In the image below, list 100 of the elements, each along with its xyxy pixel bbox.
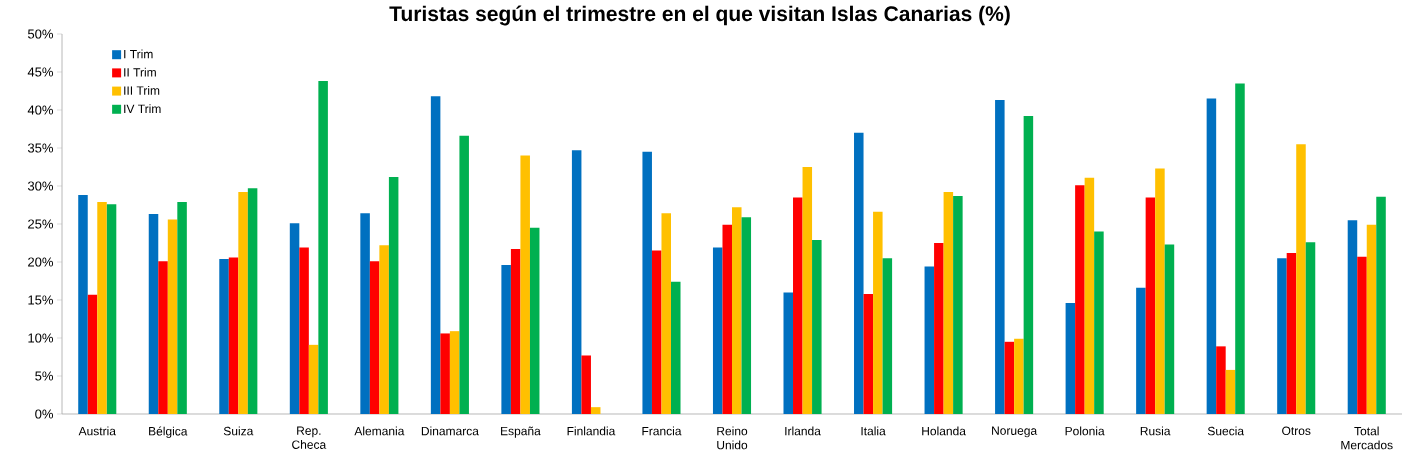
bar <box>78 195 88 414</box>
x-tick-label: Suiza <box>223 426 254 436</box>
bar <box>1286 252 1297 414</box>
bar <box>953 195 963 414</box>
bar <box>722 224 733 414</box>
bar <box>934 243 944 414</box>
bar <box>1357 256 1367 414</box>
bar <box>440 333 450 414</box>
legend-label: I Trim <box>124 49 153 59</box>
bar <box>1235 83 1245 414</box>
bar <box>863 293 874 414</box>
bar <box>1145 197 1156 414</box>
y-tick-label: 40% <box>27 105 54 115</box>
y-tick-label: 5% <box>35 371 54 381</box>
bar <box>783 292 794 414</box>
bar <box>651 250 662 414</box>
y-tick-label: 0% <box>35 409 54 419</box>
bar <box>520 155 530 414</box>
x-tick-label: Reino Unido <box>717 426 748 450</box>
bar <box>369 261 380 414</box>
bar <box>529 227 540 414</box>
x-tick-label: Suecia <box>1207 426 1245 436</box>
bar <box>219 258 229 414</box>
bar <box>1004 341 1015 414</box>
y-tick-label: 30% <box>27 181 54 191</box>
bar <box>1084 177 1095 414</box>
bar <box>590 407 601 414</box>
bar <box>1216 346 1226 414</box>
bar <box>510 249 521 414</box>
y-tick-label: 25% <box>28 219 54 229</box>
y-tick-label: 45% <box>27 67 54 77</box>
legend-label: IV Trim <box>124 104 161 113</box>
bar <box>1023 116 1034 414</box>
x-tick-label: Austria <box>78 426 116 436</box>
bar <box>924 266 935 414</box>
x-tick-label: Italia <box>861 426 886 436</box>
bar <box>106 204 117 414</box>
bar <box>732 207 742 414</box>
bar <box>449 331 460 414</box>
bar <box>661 213 671 414</box>
bar <box>943 192 954 414</box>
y-tick-label: 10% <box>28 333 54 343</box>
bar <box>299 247 309 414</box>
bar <box>501 265 511 414</box>
x-tick-label: Holanda <box>922 426 966 436</box>
bar <box>388 176 399 414</box>
bar <box>995 100 1005 414</box>
bar <box>167 219 178 414</box>
bar <box>247 188 258 414</box>
bar <box>308 344 319 414</box>
bar <box>158 261 168 414</box>
bar <box>238 192 248 414</box>
bar <box>812 239 822 414</box>
x-tick-label: Francia <box>642 426 682 436</box>
bar <box>793 197 803 414</box>
x-tick-label: Rep. Checa <box>292 426 327 449</box>
bar <box>177 201 187 414</box>
bar <box>571 150 582 414</box>
bar <box>1065 303 1076 414</box>
legend-label: II Trim <box>124 67 156 77</box>
bar <box>318 81 328 414</box>
y-tick-label: 20% <box>28 257 54 267</box>
bar <box>581 355 591 414</box>
bar <box>97 201 107 414</box>
bar <box>148 214 159 414</box>
bar <box>1155 168 1165 414</box>
bar <box>1136 287 1146 414</box>
bar <box>360 213 370 414</box>
bar <box>1094 231 1104 414</box>
bar <box>1366 224 1377 414</box>
x-tick-label: Bélgica <box>149 426 188 438</box>
bar <box>1075 185 1085 414</box>
bar <box>712 247 723 414</box>
x-tick-label: Total Mercados <box>1341 426 1393 450</box>
bar <box>228 257 239 414</box>
bar <box>1164 244 1175 414</box>
bar <box>854 132 864 414</box>
y-tick-label: 35% <box>27 143 54 153</box>
x-tick-label: Irlanda <box>785 426 821 436</box>
bar <box>459 135 469 414</box>
bar <box>1014 338 1024 414</box>
bar <box>642 151 652 414</box>
bar <box>430 96 441 414</box>
bar <box>1347 220 1358 414</box>
bar <box>882 258 893 414</box>
bar <box>1206 98 1217 414</box>
legend-label: III Trim <box>124 86 160 95</box>
bar <box>741 217 752 414</box>
x-tick-label: Alemania <box>354 426 405 436</box>
bar <box>802 167 813 414</box>
bar <box>1376 196 1386 414</box>
x-tick-label: Polonia <box>1065 426 1105 436</box>
bar <box>379 245 389 414</box>
chart-title: Turistas según el trimestre en el que visitan Islas Canarias (%) <box>389 5 1010 26</box>
x-tick-label: Noruega <box>992 426 1038 438</box>
bar <box>289 223 300 414</box>
bar <box>1296 144 1306 414</box>
bar <box>87 294 98 414</box>
bar <box>671 281 681 414</box>
bar <box>1225 369 1236 414</box>
